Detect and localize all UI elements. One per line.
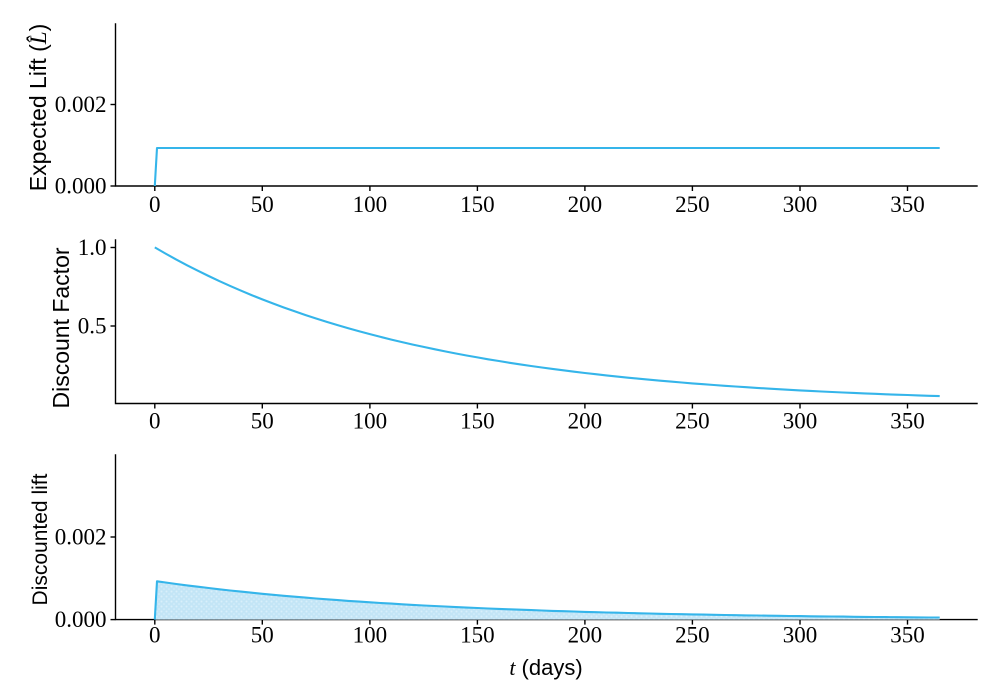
svg-text:150: 150 xyxy=(460,623,495,648)
svg-text:0.5: 0.5 xyxy=(78,314,107,339)
svg-text:50: 50 xyxy=(251,409,274,434)
svg-text:300: 300 xyxy=(783,192,818,217)
svg-text:200: 200 xyxy=(568,623,603,648)
svg-text:250: 250 xyxy=(675,409,710,434)
svg-text:100: 100 xyxy=(353,192,388,217)
svg-text:350: 350 xyxy=(890,192,925,217)
svg-text:Expected Lift (L̂): Expected Lift (L̂) xyxy=(25,24,51,192)
svg-text:250: 250 xyxy=(675,623,710,648)
svg-text:100: 100 xyxy=(353,623,388,648)
svg-text:250: 250 xyxy=(675,192,710,217)
svg-text:100: 100 xyxy=(353,409,388,434)
svg-text:Discounted lift: Discounted lift xyxy=(29,473,52,605)
svg-text:300: 300 xyxy=(783,623,818,648)
svg-text:0: 0 xyxy=(149,409,161,434)
svg-text:0.000: 0.000 xyxy=(55,607,107,632)
svg-text:50: 50 xyxy=(251,623,274,648)
svg-text:1.0: 1.0 xyxy=(78,235,107,260)
svg-text:50: 50 xyxy=(251,192,274,217)
svg-text:0.002: 0.002 xyxy=(55,92,107,117)
svg-text:0.000: 0.000 xyxy=(55,174,107,199)
svg-text:150: 150 xyxy=(460,192,495,217)
svg-text:300: 300 xyxy=(783,409,818,434)
svg-text:t (days): t (days) xyxy=(509,655,582,680)
svg-text:0: 0 xyxy=(149,192,161,217)
svg-text:350: 350 xyxy=(890,409,925,434)
svg-text:0.002: 0.002 xyxy=(55,525,107,550)
svg-text:Discount Factor: Discount Factor xyxy=(48,247,74,408)
svg-text:150: 150 xyxy=(460,409,495,434)
svg-text:200: 200 xyxy=(568,409,603,434)
svg-text:0: 0 xyxy=(149,623,161,648)
svg-text:350: 350 xyxy=(890,623,925,648)
svg-text:200: 200 xyxy=(568,192,603,217)
